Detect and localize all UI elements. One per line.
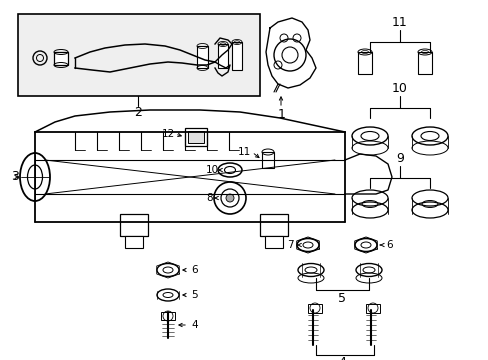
Text: 2: 2 — [134, 105, 142, 118]
Text: 6: 6 — [386, 240, 392, 250]
Bar — [184, 128, 206, 146]
Bar — [54, 52, 68, 65]
Text: 10: 10 — [205, 165, 218, 175]
Bar — [365, 304, 379, 313]
Text: 4: 4 — [191, 320, 198, 330]
Text: 5: 5 — [191, 290, 198, 300]
Bar — [307, 304, 321, 313]
Text: 5: 5 — [337, 292, 346, 305]
Bar — [260, 214, 287, 236]
Text: 8: 8 — [206, 193, 213, 203]
Text: 6: 6 — [191, 265, 198, 275]
Bar — [417, 52, 431, 74]
Bar — [218, 44, 227, 68]
Text: 10: 10 — [391, 81, 407, 94]
Bar — [197, 46, 207, 68]
Circle shape — [225, 194, 234, 202]
Text: 3: 3 — [11, 171, 19, 184]
Text: 9: 9 — [395, 152, 403, 165]
Text: 11: 11 — [391, 15, 407, 28]
Text: 4: 4 — [337, 356, 345, 360]
Bar — [264, 236, 283, 248]
Bar — [231, 42, 242, 70]
Bar — [125, 236, 142, 248]
Text: 1: 1 — [278, 108, 285, 122]
Bar — [18, 14, 260, 96]
Text: 7: 7 — [286, 240, 293, 250]
Bar — [120, 214, 148, 236]
Bar — [262, 152, 273, 168]
Bar — [161, 312, 175, 320]
Bar — [187, 131, 203, 143]
Text: 11: 11 — [237, 147, 250, 157]
Text: 12: 12 — [161, 129, 174, 139]
Bar — [357, 52, 371, 74]
